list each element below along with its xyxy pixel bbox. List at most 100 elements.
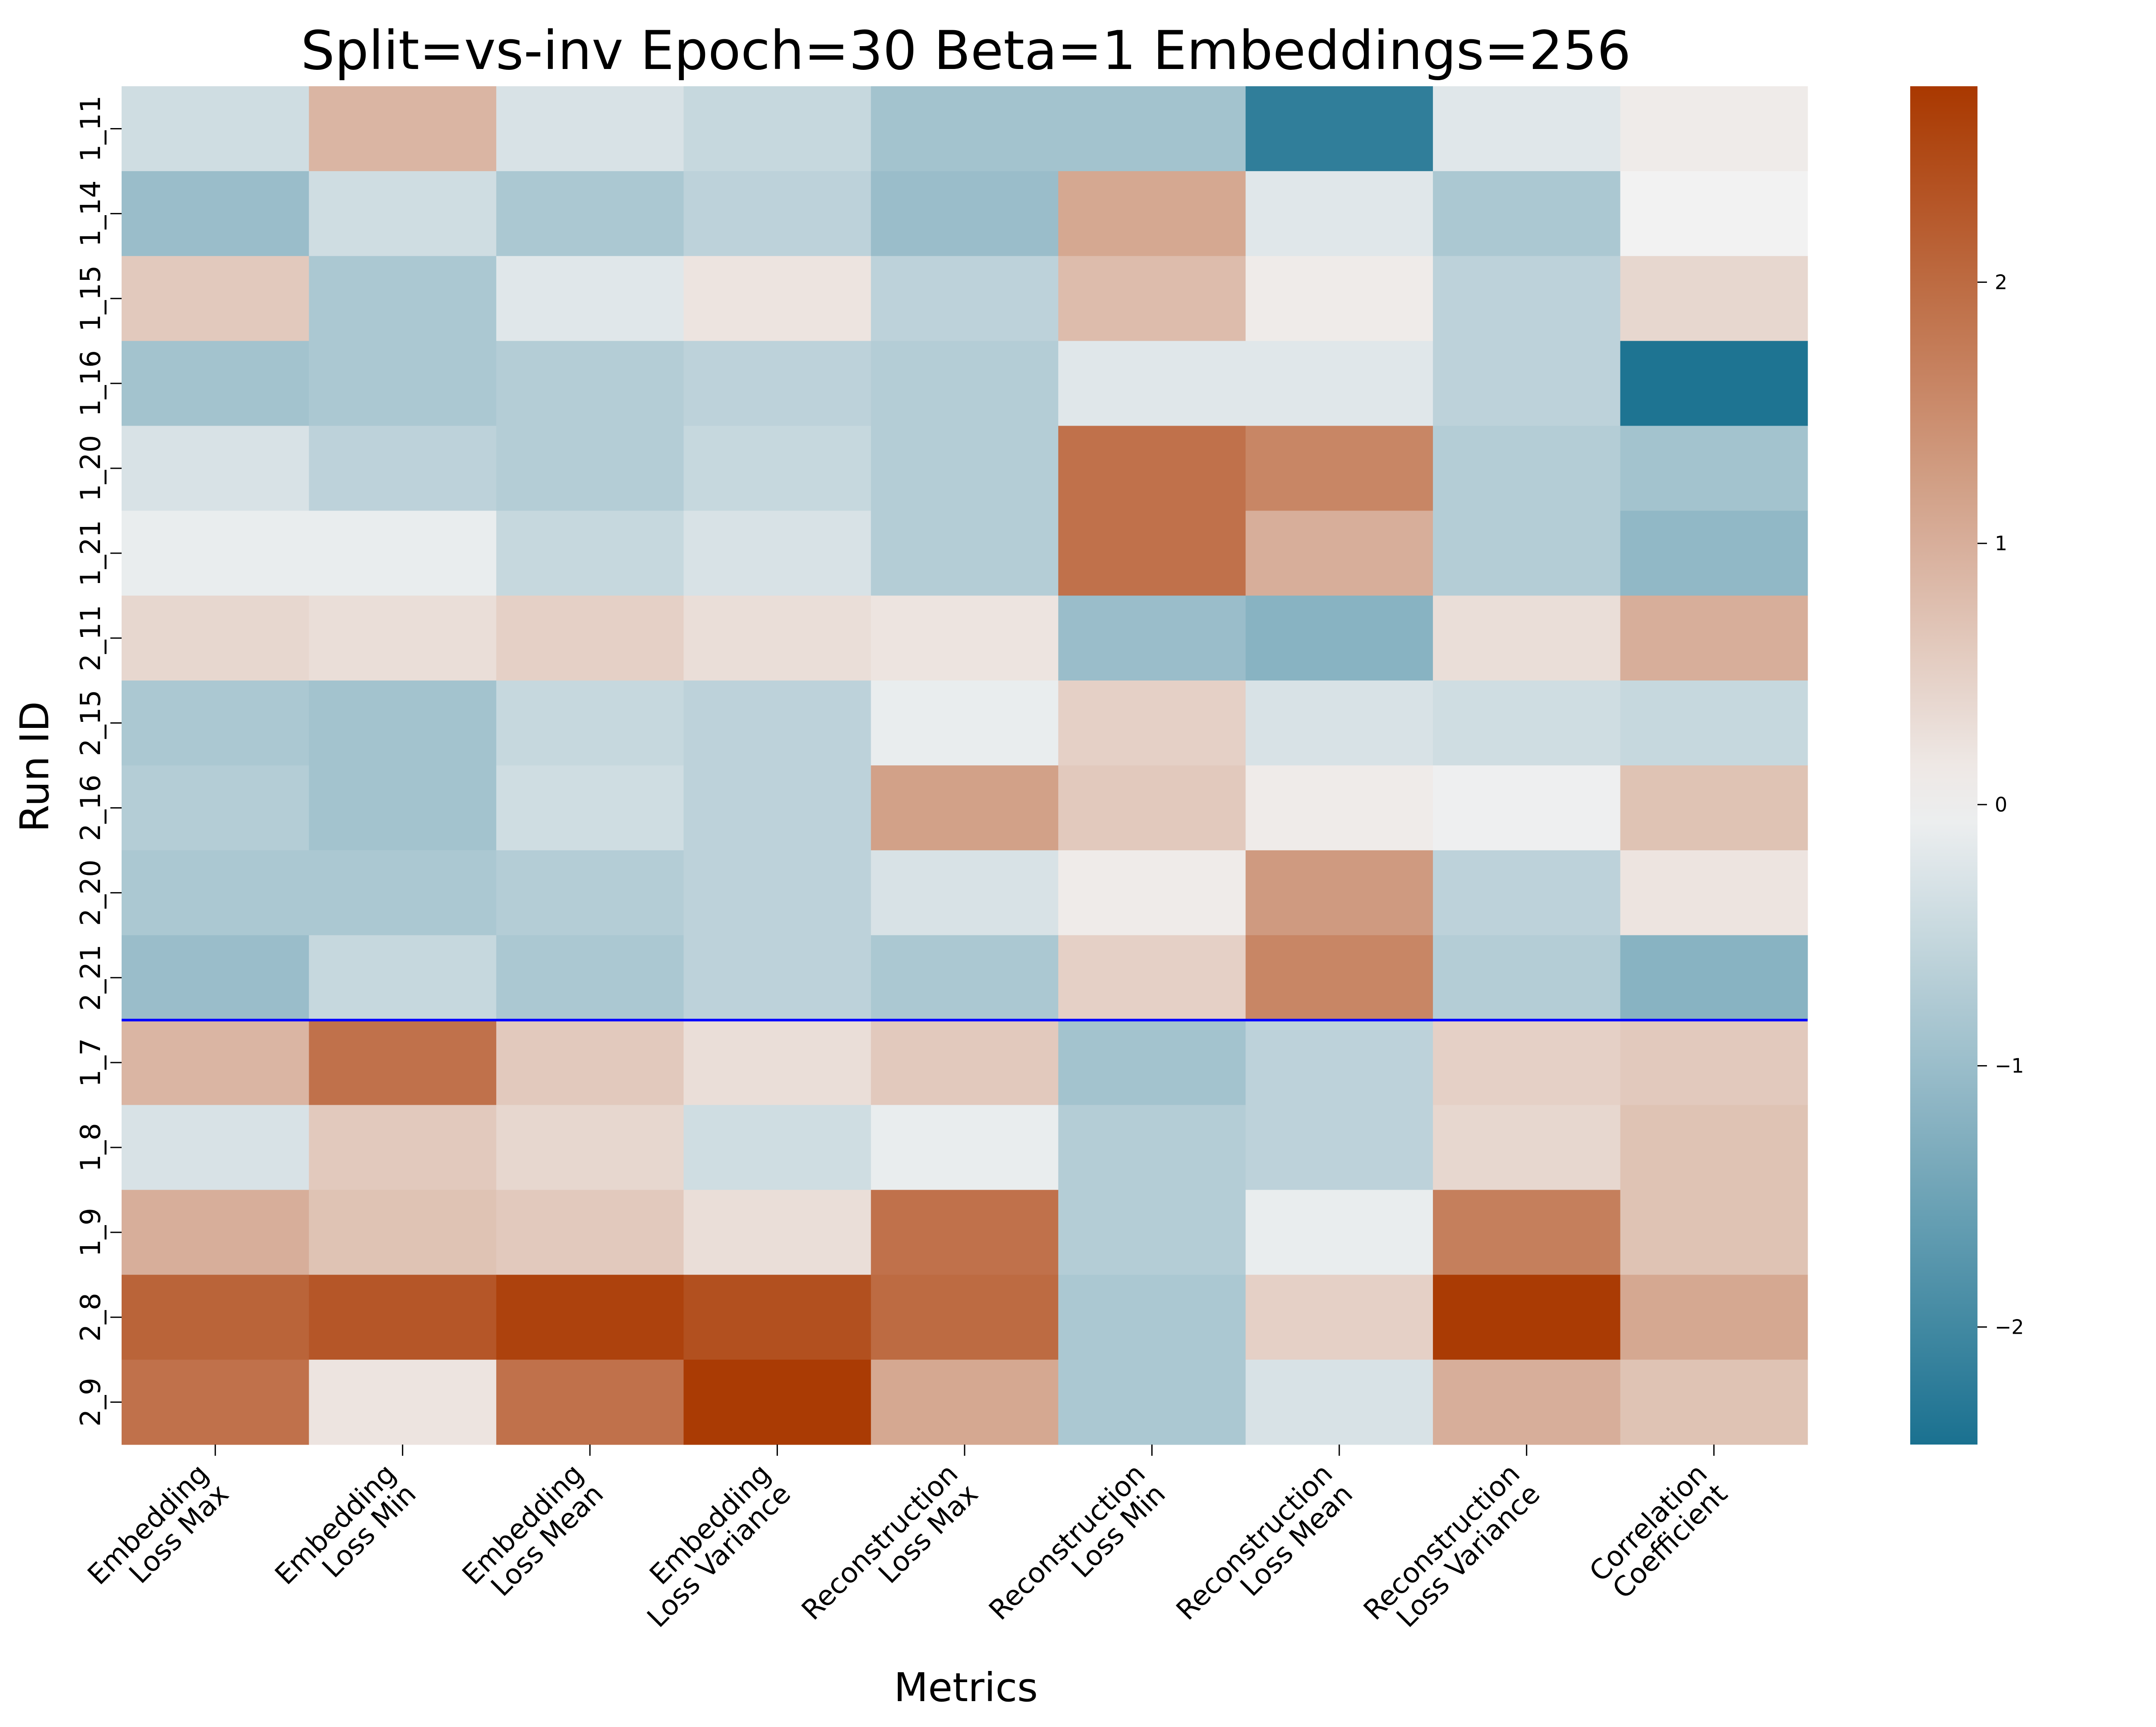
colorbar: −2 −1 0 1 2	[1910, 86, 2024, 1445]
heatmap-cell-1_11-col8	[1433, 86, 1621, 172]
y-tick-label: 1_9	[75, 1208, 107, 1257]
heatmap-cell-2_9-col8	[1433, 1360, 1621, 1445]
heatmap-cell-1_9-col7	[1245, 1190, 1433, 1275]
y-tick-label: 2_9	[75, 1378, 107, 1426]
y-tick-label: 2_20	[75, 859, 107, 926]
heatmap-cell-1_21-col3	[496, 511, 684, 596]
heatmap-cell-1_20-col9	[1620, 426, 1808, 511]
heatmap-cell-1_11-col6	[1058, 86, 1246, 172]
heatmap-cell-1_8-col4	[683, 1105, 871, 1190]
colorbar-tick-label: 1	[1995, 532, 2007, 555]
heatmap-cell-2_21-col8	[1433, 935, 1621, 1021]
heatmap-cell-2_11-col7	[1245, 596, 1433, 681]
y-tick-label: 1_21	[75, 520, 107, 586]
heatmap-cell-2_21-col1	[122, 935, 310, 1021]
heatmap-cell-2_8-col4	[683, 1275, 871, 1360]
heatmap-cell-1_11-col4	[683, 86, 871, 172]
heatmap-cell-2_16-col5	[871, 765, 1059, 851]
heatmap-cell-2_20-col6	[1058, 850, 1246, 936]
heatmap-cell-1_7-col5	[871, 1020, 1059, 1106]
y-tick-label: 2_15	[75, 690, 107, 756]
x-axis-ticks: EmbeddingLoss Max EmbeddingLoss Min Embedd…	[82, 1445, 1734, 1647]
heatmap-cell-2_9-col4	[683, 1360, 871, 1445]
heatmap-cell-1_14-col9	[1620, 171, 1808, 257]
colorbar-tick-label: 2	[1995, 270, 2007, 294]
heatmap-cell-1_8-col1	[122, 1105, 310, 1190]
heatmap-cell-1_16-col8	[1433, 341, 1621, 426]
heatmap-cells	[122, 86, 1808, 1445]
heatmap-cell-1_21-col1	[122, 511, 310, 596]
y-tick-label: 2_11	[75, 605, 107, 671]
heatmap-cell-1_21-col2	[309, 511, 497, 596]
heatmap-cell-1_14-col7	[1245, 171, 1433, 257]
heatmap-cell-2_15-col7	[1245, 680, 1433, 766]
heatmap-cell-1_20-col7	[1245, 426, 1433, 511]
y-tick-label: 1_15	[75, 265, 107, 332]
heatmap-cell-2_16-col9	[1620, 765, 1808, 851]
y-tick-label: 1_7	[75, 1038, 107, 1087]
heatmap-cell-2_8-col1	[122, 1275, 310, 1360]
heatmap-cell-1_9-col3	[496, 1190, 684, 1275]
heatmap-cell-1_21-col8	[1433, 511, 1621, 596]
heatmap-cell-2_20-col9	[1620, 850, 1808, 936]
heatmap-cell-2_16-col7	[1245, 765, 1433, 851]
heatmap-cell-1_7-col8	[1433, 1020, 1621, 1106]
y-tick-label: 1_14	[75, 180, 107, 247]
heatmap-cell-2_15-col4	[683, 680, 871, 766]
heatmap-cell-1_16-col5	[871, 341, 1059, 426]
y-axis-ticks: 1_11 1_14 1_15 1_16 1_20 1_21 2_11 2_15 2_16 2_20…	[75, 95, 122, 1426]
heatmap-cell-1_15-col7	[1245, 256, 1433, 342]
y-axis-title: Run ID	[12, 701, 58, 832]
heatmap-cell-1_7-col6	[1058, 1020, 1246, 1106]
heatmap-cell-2_8-col5	[871, 1275, 1059, 1360]
heatmap-cell-1_15-col9	[1620, 256, 1808, 342]
x-tick-label: ReconstructionLoss Max	[796, 1458, 984, 1647]
heatmap-cell-1_21-col9	[1620, 511, 1808, 596]
heatmap-cell-1_15-col1	[122, 256, 310, 342]
heatmap-cell-2_11-col5	[871, 596, 1059, 681]
heatmap-cell-1_16-col3	[496, 341, 684, 426]
heatmap-cell-1_14-col4	[683, 171, 871, 257]
heatmap-cell-2_11-col9	[1620, 596, 1808, 681]
heatmap-cell-1_11-col5	[871, 86, 1059, 172]
y-tick-label: 1_20	[75, 435, 107, 501]
heatmap-cell-2_16-col2	[309, 765, 497, 851]
heatmap-cell-1_7-col9	[1620, 1020, 1808, 1106]
heatmap-cell-2_21-col7	[1245, 935, 1433, 1021]
heatmap-cell-1_15-col3	[496, 256, 684, 342]
heatmap-cell-1_9-col2	[309, 1190, 497, 1275]
heatmap-cell-1_9-col6	[1058, 1190, 1246, 1275]
heatmap-cell-1_7-col3	[496, 1020, 684, 1106]
heatmap-cell-1_20-col4	[683, 426, 871, 511]
y-tick-label: 2_21	[75, 944, 107, 1011]
heatmap-cell-2_11-col4	[683, 596, 871, 681]
y-tick-label: 1_16	[75, 350, 107, 417]
heatmap-cell-1_9-col9	[1620, 1190, 1808, 1275]
heatmap-cell-1_14-col3	[496, 171, 684, 257]
heatmap-cell-1_11-col2	[309, 86, 497, 172]
heatmap-cell-2_20-col8	[1433, 850, 1621, 936]
heatmap-cell-2_21-col4	[683, 935, 871, 1021]
heatmap-cell-2_8-col6	[1058, 1275, 1246, 1360]
heatmap-cell-2_15-col8	[1433, 680, 1621, 766]
y-tick-label: 1_8	[75, 1123, 107, 1172]
heatmap-cell-2_15-col2	[309, 680, 497, 766]
x-tick-label: ReconstructionLoss Variance	[1358, 1458, 1547, 1647]
x-tick-label: EmbeddingLoss Mean	[456, 1458, 610, 1611]
heatmap-cell-1_16-col9	[1620, 341, 1808, 426]
heatmap-cell-2_15-col6	[1058, 680, 1246, 766]
heatmap-cell-2_16-col4	[683, 765, 871, 851]
heatmap-cell-2_11-col8	[1433, 596, 1621, 681]
heatmap-cell-1_16-col6	[1058, 341, 1246, 426]
heatmap-cell-2_20-col7	[1245, 850, 1433, 936]
heatmap-cell-1_7-col1	[122, 1020, 310, 1106]
colorbar-tick-label: 0	[1995, 793, 2007, 816]
heatmap-cell-1_21-col5	[871, 511, 1059, 596]
heatmap-cell-2_8-col9	[1620, 1275, 1808, 1360]
x-tick-label: CorrelationCoefficient	[1583, 1458, 1734, 1608]
heatmap-cell-1_16-col4	[683, 341, 871, 426]
heatmap-cell-1_7-col2	[309, 1020, 497, 1106]
heatmap-cell-1_21-col4	[683, 511, 871, 596]
heatmap-cell-2_16-col3	[496, 765, 684, 851]
